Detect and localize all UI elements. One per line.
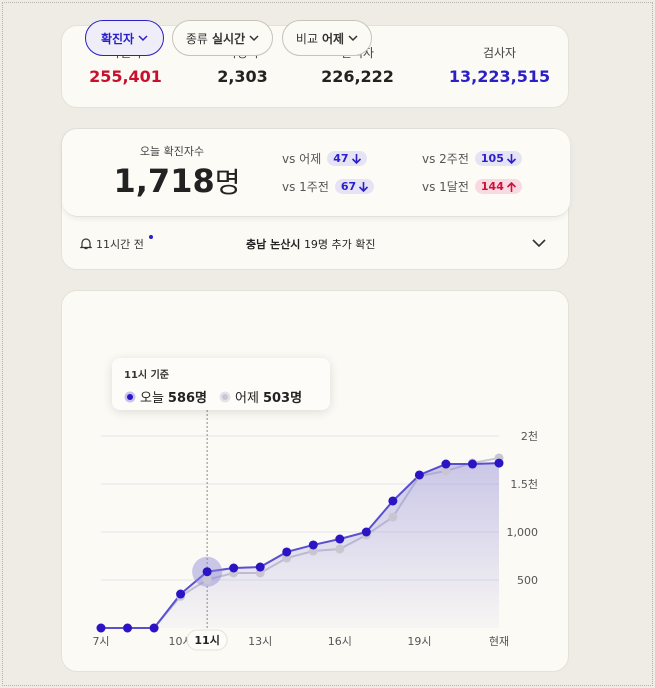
today-label: 오늘 확진자수 [139,145,205,158]
x-tick-label: 19시 [407,635,431,648]
chevron [532,239,546,248]
tooltip-items: 오늘 586명 어제 503명 [124,387,318,406]
stat-value: 2,303 [217,67,268,86]
stat-value: 13,223,515 [448,67,551,86]
x-tick-label: 16시 [328,635,352,648]
compare: vs 2주전 105 [422,150,522,167]
today-card: 오늘 확진자수 1,718명 vs 어제 47 vs 1주전 67 vs 2주전 10… [61,128,570,271]
today-panel [62,129,570,217]
compare-label: vs 어제 [282,152,322,166]
notice-message: 19명 추가 확진 [303,238,376,251]
legend-name: 어제 [235,391,259,406]
new-dot [149,235,153,239]
x-tick-label: 11시 [194,634,219,647]
point [441,466,451,476]
compare-value: 47 [333,152,349,165]
bell-icon [80,238,92,250]
filter-label: 비교 [295,31,318,46]
compare-label: vs 1달전 [422,180,469,194]
filter-label: 확진자 [100,31,135,46]
legend-dot [124,391,136,402]
compare-value: 67 [340,180,357,193]
count: 1,718 [113,162,215,200]
compare-value: 105 [480,152,504,165]
filter-button[interactable]: 비교 어제 [282,20,372,56]
compare-badge: 67 [334,179,375,194]
point [96,623,106,633]
compare: vs 어제 47 [282,150,367,167]
point [388,496,398,506]
point [441,459,451,469]
point [494,458,504,468]
y-tick-label: 2천 [521,429,538,443]
arrow-down [506,153,516,164]
point [467,459,477,469]
tooltip-value: 586명 [167,391,208,406]
filter-label: 종류 [185,31,208,46]
chevron [348,34,358,41]
stat-label: 검사자 [482,46,517,60]
tooltip: 11시 기준 오늘 586명 어제 503명 [112,358,330,410]
notice-time: 11시간 전 [96,238,144,251]
point [361,527,371,537]
filter-button[interactable]: 확진자 [85,20,164,56]
compare-label: vs 2주전 [422,152,469,166]
point [388,512,398,522]
point [255,562,265,572]
legend-dot [219,391,231,402]
point [335,544,345,554]
today-count: 1,718명 [112,161,242,201]
unit: 명 [214,166,241,199]
y-tick-label: 1.5천 [510,477,538,491]
point [308,540,318,550]
filter-value: 어제 [322,31,345,46]
compare-value: 144 [480,180,504,193]
x-tick-label: 현재 [489,635,509,648]
point [335,534,345,544]
series-line [101,462,500,629]
tooltip-value: 503명 [262,391,303,406]
notice-bar[interactable]: 11시간 전 충남 논산시 19명 추가 확진 [62,217,570,271]
filter-button[interactable]: 종류 실시간 [172,20,273,56]
point [176,589,186,599]
point [414,470,424,480]
point [123,623,133,633]
arrow-down [351,153,361,164]
stat: 검사자 13,223,515 [436,44,563,86]
point [229,563,239,573]
selected-x-label: 11시 [186,629,228,651]
chevron [138,34,148,41]
point [282,547,292,557]
point [202,567,212,577]
compare: vs 1달전 144 [422,178,522,195]
y-tick-label: 500 [517,574,538,587]
selected-badge [186,629,228,651]
y-tick-label: 1,000 [507,526,539,539]
notice-text: 충남 논산시 19명 추가 확진 [246,236,376,252]
x-tick-label: 10시 [169,635,193,648]
tooltip-title: 11시 기준 [124,370,169,381]
compare-label: vs 1주전 [282,180,329,194]
compare-badge: 47 [327,151,367,166]
stat-value: 255,401 [89,67,162,86]
legend-name: 오늘 [140,391,164,406]
stat-value: 226,222 [321,67,394,86]
arrow-up [506,181,516,192]
x-tick-label: 13시 [248,635,272,648]
compare: vs 1주전 67 [282,178,375,195]
compare-badge: 144 [474,179,522,194]
compare-badge: 105 [474,151,522,166]
area [101,463,499,628]
filter-value: 실시간 [211,31,246,46]
arrow-down [359,181,369,192]
notice-place: 충남 논산시 [246,238,301,251]
x-tick-label: 7시 [92,635,109,648]
point [149,623,159,633]
chevron [249,34,259,41]
point [202,575,212,585]
